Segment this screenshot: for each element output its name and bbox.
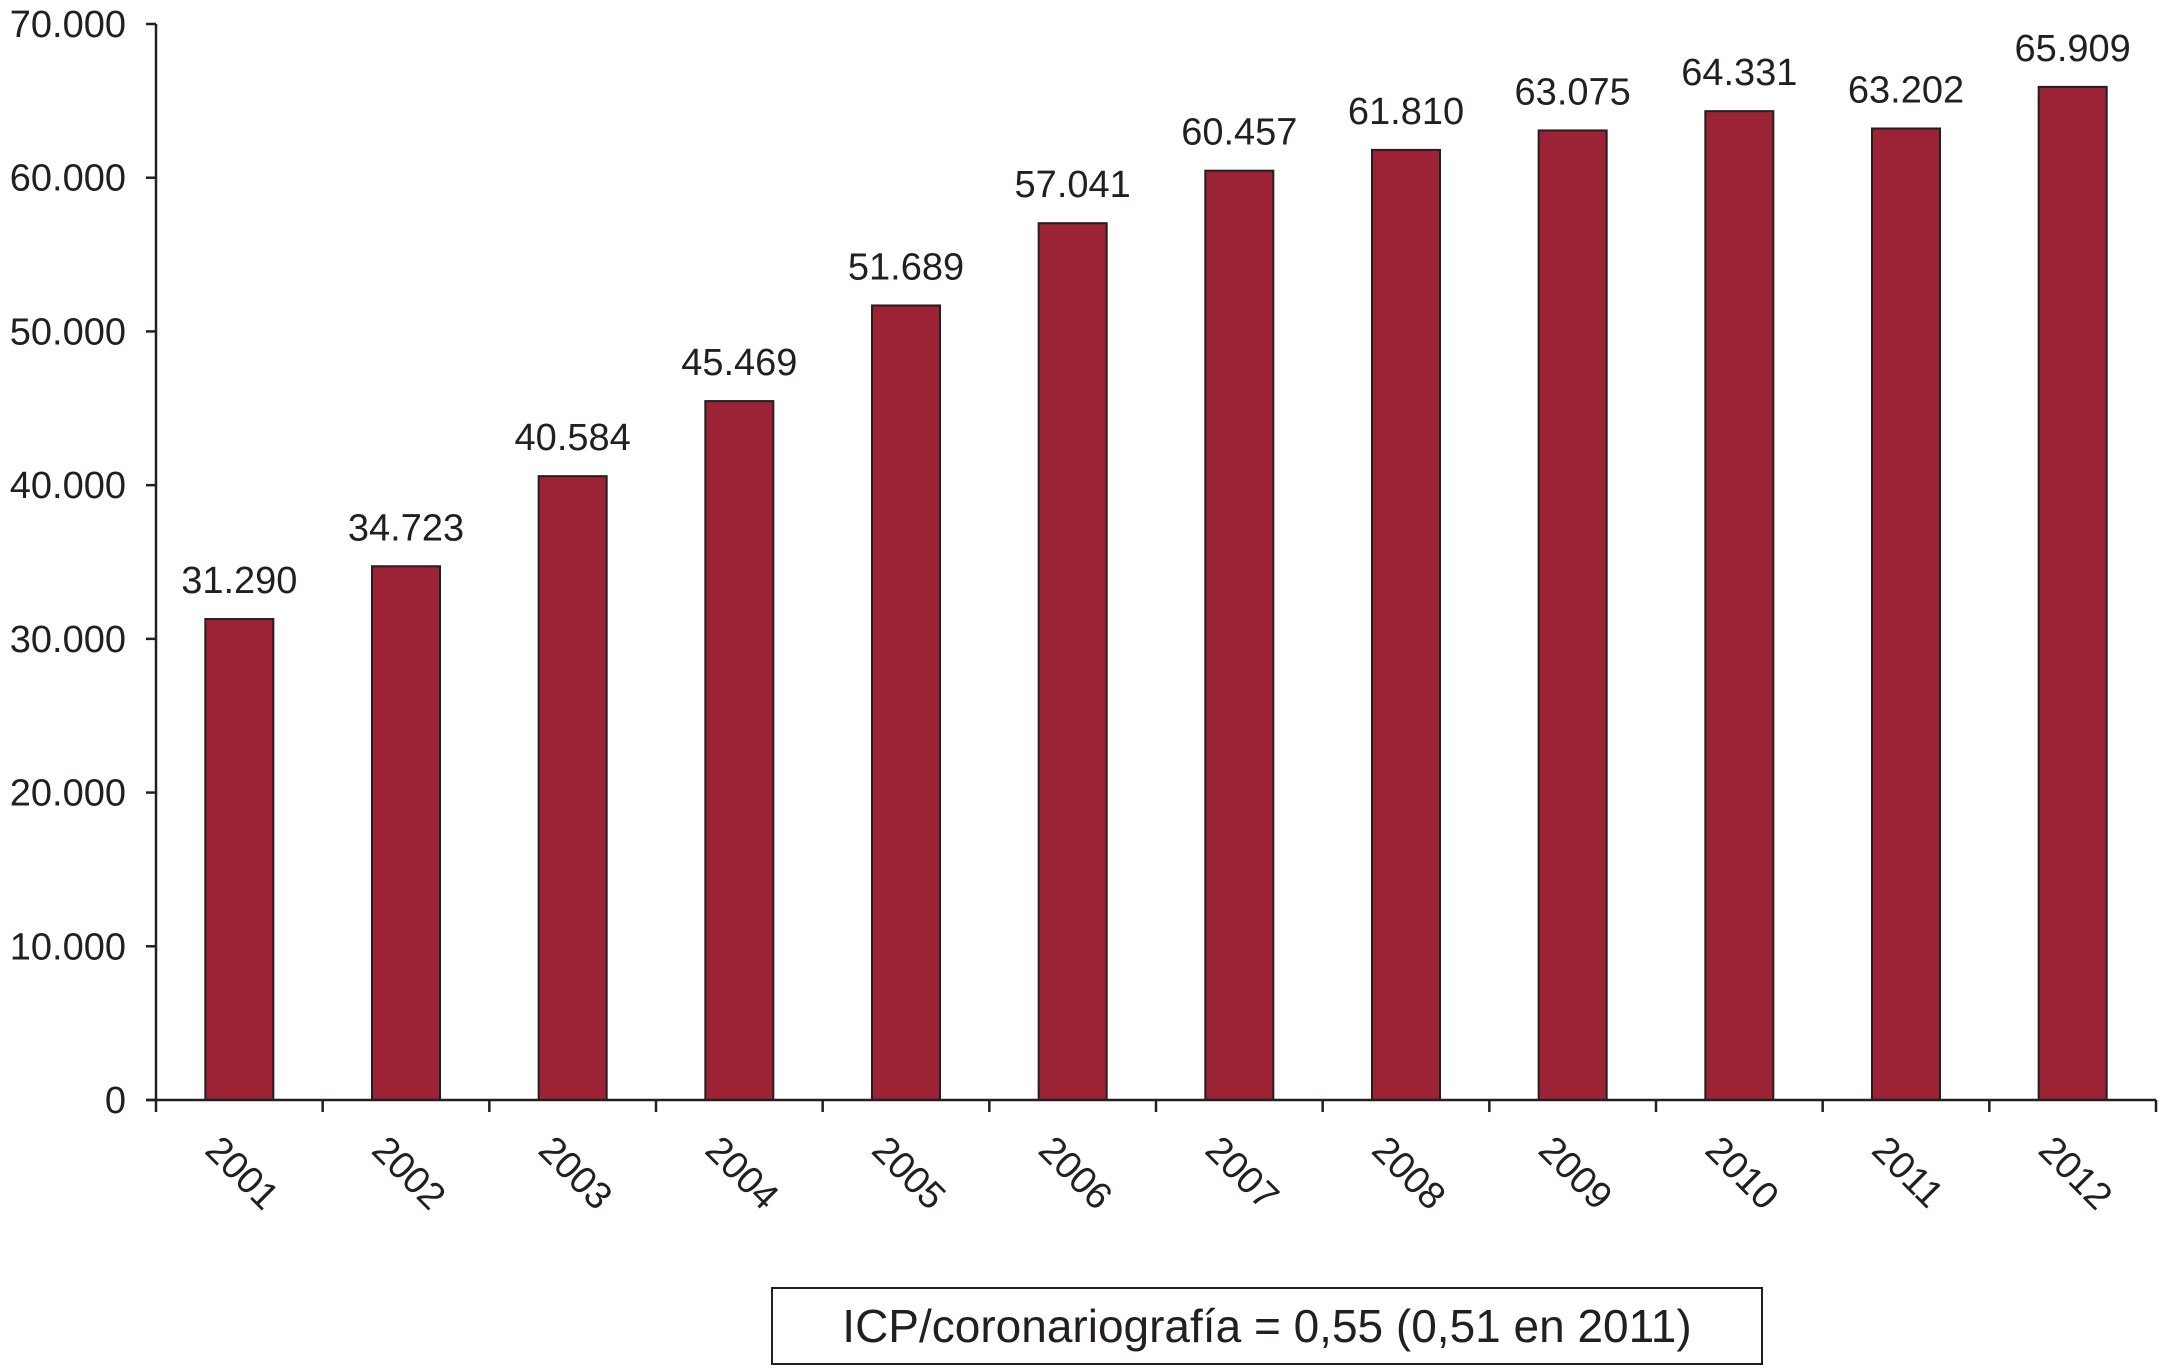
- bar-2004: [704, 400, 775, 1101]
- data-label-2007: 60.457: [1181, 112, 1297, 154]
- data-label-2002: 34.723: [348, 507, 464, 549]
- bar-2002: [371, 565, 441, 1101]
- data-label-2004: 45.469: [681, 342, 797, 384]
- data-labels-layer: 31.290 34.723 40.584 45.469 51.689 57.041 60.4…: [181, 28, 2131, 602]
- bar-2009: [1537, 129, 1608, 1101]
- bar-2008: [1371, 148, 1441, 1101]
- data-label-2001: 31.290: [181, 560, 297, 602]
- x-tick-label-2003: 2003: [530, 1129, 619, 1218]
- data-label-2005: 51.689: [848, 246, 964, 288]
- x-tick-label-2002: 2002: [364, 1129, 453, 1218]
- bar-2003: [537, 475, 608, 1101]
- y-tick-label-40000: 40.000: [10, 465, 126, 507]
- data-label-2003: 40.584: [515, 417, 631, 459]
- y-tick-label-0: 0: [105, 1080, 126, 1122]
- bar-2006: [1037, 222, 1108, 1101]
- annotation-text: ICP/coronariografía = 0,55 (0,51 en 2011…: [842, 1300, 1692, 1352]
- data-label-2012: 65.909: [2015, 28, 2131, 70]
- y-tick-label-60000: 60.000: [10, 158, 126, 200]
- bar-2001: [204, 618, 275, 1101]
- data-label-2008: 61.810: [1348, 91, 1464, 133]
- bars-layer: [204, 85, 2108, 1102]
- x-tick-label-2007: 2007: [1197, 1129, 1286, 1218]
- data-label-2009: 63.075: [1515, 71, 1631, 113]
- x-tick-label-2005: 2005: [864, 1129, 953, 1218]
- bar-2005: [871, 304, 941, 1101]
- x-tick-label-2006: 2006: [1030, 1129, 1119, 1218]
- x-tick-label-2010: 2010: [1697, 1129, 1786, 1218]
- y-tick-label-50000: 50.000: [10, 311, 126, 353]
- data-label-2006: 57.041: [1015, 164, 1131, 206]
- x-tick-label-2009: 2009: [1530, 1129, 1619, 1218]
- x-tick-label-2011: 2011: [1864, 1129, 1951, 1216]
- y-tick-label-30000: 30.000: [10, 619, 126, 661]
- x-tick-label-2004: 2004: [697, 1129, 786, 1218]
- annotation-box: ICP/coronariografía = 0,55 (0,51 en 2011…: [771, 1287, 1763, 1365]
- bar-2012: [2037, 85, 2108, 1101]
- bar-2010: [1704, 110, 1775, 1101]
- x-tick-label-2012: 2012: [2030, 1129, 2119, 1218]
- y-tick-label-10000: 10.000: [10, 926, 126, 968]
- data-label-2010: 64.331: [1681, 52, 1797, 94]
- y-tick-label-20000: 20.000: [10, 773, 126, 815]
- x-tick-label-2008: 2008: [1364, 1129, 1453, 1218]
- data-label-2011: 63.202: [1848, 69, 1964, 111]
- y-tick-label-70000: 70.000: [10, 4, 126, 46]
- bar-2011: [1871, 127, 1941, 1101]
- x-tick-label-2001: 2001: [197, 1129, 286, 1218]
- bar-2007: [1204, 169, 1275, 1102]
